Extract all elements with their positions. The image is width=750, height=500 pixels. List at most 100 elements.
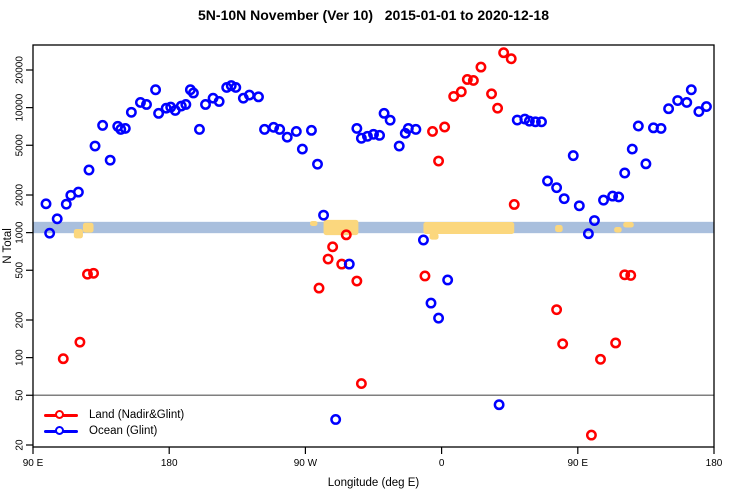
ocean-data-point — [393, 140, 405, 152]
ocean-data-point — [523, 115, 535, 127]
ocean-data-point — [685, 84, 697, 96]
ocean-data-point — [200, 99, 211, 110]
ocean-data-point — [187, 87, 199, 99]
ocean-data-point — [134, 97, 146, 108]
y-tick-label: 10000 — [15, 93, 26, 121]
ocean-data-point — [180, 99, 192, 110]
land-data-point — [88, 267, 99, 279]
ocean-data-point — [681, 97, 693, 108]
y-tick-label: 50 — [15, 389, 26, 401]
land-data-point — [448, 90, 460, 102]
ocean-data-point — [274, 123, 286, 135]
land-data-point — [82, 268, 93, 280]
ocean-data-point — [425, 297, 437, 309]
land-data-point — [433, 155, 445, 167]
x-tick-label: 90 W — [294, 458, 318, 469]
highlight-patch — [555, 225, 563, 233]
ocean-data-point — [573, 200, 585, 212]
x-tick-label: 180 — [706, 458, 723, 469]
y-tick-label: 2000 — [15, 183, 26, 206]
land-data-point — [486, 88, 497, 100]
land-data-point — [595, 353, 606, 365]
land-data-point — [355, 378, 367, 390]
ocean-data-point — [253, 91, 264, 103]
ocean-data-point — [290, 125, 302, 137]
ocean-data-point — [153, 107, 165, 119]
ocean-data-point — [141, 99, 152, 110]
land-data-point — [351, 275, 363, 287]
land-data-point — [57, 353, 69, 365]
ocean-data-point — [97, 119, 109, 131]
legend: Land (Nadir&Glint) Ocean (Glint) — [44, 407, 184, 439]
ocean-data-point — [306, 124, 317, 136]
highlight-patch — [82, 222, 94, 233]
ocean-data-point — [384, 114, 396, 126]
land-data-point — [585, 429, 597, 441]
ocean-data-point — [672, 95, 684, 106]
y-tick-label: 200 — [15, 311, 26, 328]
land-data-point — [461, 74, 473, 85]
ocean-data-point — [40, 198, 52, 210]
legend-item-land: Land (Nadir&Glint) — [44, 407, 184, 423]
ocean-data-point — [417, 234, 429, 246]
ocean-data-point — [125, 106, 137, 118]
highlight-patch — [309, 220, 318, 226]
y-axis-title: N Total — [2, 228, 14, 264]
ocean-data-point — [115, 123, 127, 135]
ocean-circle-icon — [55, 425, 64, 435]
land-series-symbol — [44, 409, 78, 421]
highlight-patch — [423, 222, 515, 235]
ocean-data-point — [361, 130, 373, 142]
x-tick-label: 0 — [439, 458, 445, 469]
legend-item-ocean: Ocean (Glint) — [44, 423, 184, 439]
land-data-point — [419, 270, 431, 282]
chart-title: 5N-10N November (Ver 10) 2015-01-01 to 2… — [198, 7, 549, 23]
ocean-data-point — [368, 128, 379, 140]
land-data-point — [508, 199, 520, 210]
ocean-data-point — [230, 82, 242, 93]
ocean-data-point — [83, 164, 95, 176]
land-data-point — [74, 336, 86, 348]
land-data-point — [557, 338, 569, 350]
land-data-point — [551, 304, 563, 316]
ocean-data-point — [551, 182, 563, 194]
ocean-data-point — [588, 215, 600, 226]
land-data-point — [327, 241, 339, 253]
ocean-data-point — [374, 129, 386, 141]
ocean-data-point — [536, 116, 547, 128]
x-tick-label: 90 E — [568, 458, 589, 469]
legend-label-ocean: Ocean (Glint) — [89, 425, 158, 437]
ocean-data-point — [194, 123, 205, 135]
highlight-patch — [623, 222, 634, 228]
land-data-point — [322, 253, 334, 265]
highlight-patch — [614, 226, 622, 233]
land-data-point — [619, 269, 631, 281]
ocean-data-point — [72, 186, 84, 198]
land-data-point — [505, 53, 517, 65]
ocean-data-point — [529, 116, 541, 128]
y-tick-label: 5000 — [15, 134, 26, 157]
y-tick-label: 20000 — [15, 56, 26, 84]
land-data-point — [625, 269, 637, 281]
ocean-data-point — [312, 158, 323, 170]
x-axis-title: Longitude (deg E) — [327, 477, 420, 489]
ocean-data-point — [296, 143, 308, 155]
ocean-data-point — [330, 414, 342, 425]
ocean-data-point — [632, 120, 644, 132]
y-tick-label: 100 — [15, 349, 26, 366]
ocean-data-point — [89, 140, 101, 152]
ocean-data-point — [259, 123, 270, 135]
land-data-point — [455, 86, 467, 98]
ocean-data-point — [493, 399, 505, 411]
x-tick-label: 90 E — [23, 458, 44, 469]
ocean-data-point — [44, 227, 56, 239]
ocean-data-point — [268, 121, 280, 133]
land-data-point — [492, 102, 504, 114]
ocean-data-point — [51, 213, 63, 225]
ocean-data-point — [640, 158, 652, 170]
land-data-point — [340, 229, 352, 241]
ocean-data-point — [343, 258, 355, 270]
ocean-data-point — [281, 131, 293, 143]
ocean-data-point — [355, 132, 367, 144]
ocean-data-point — [598, 194, 609, 206]
